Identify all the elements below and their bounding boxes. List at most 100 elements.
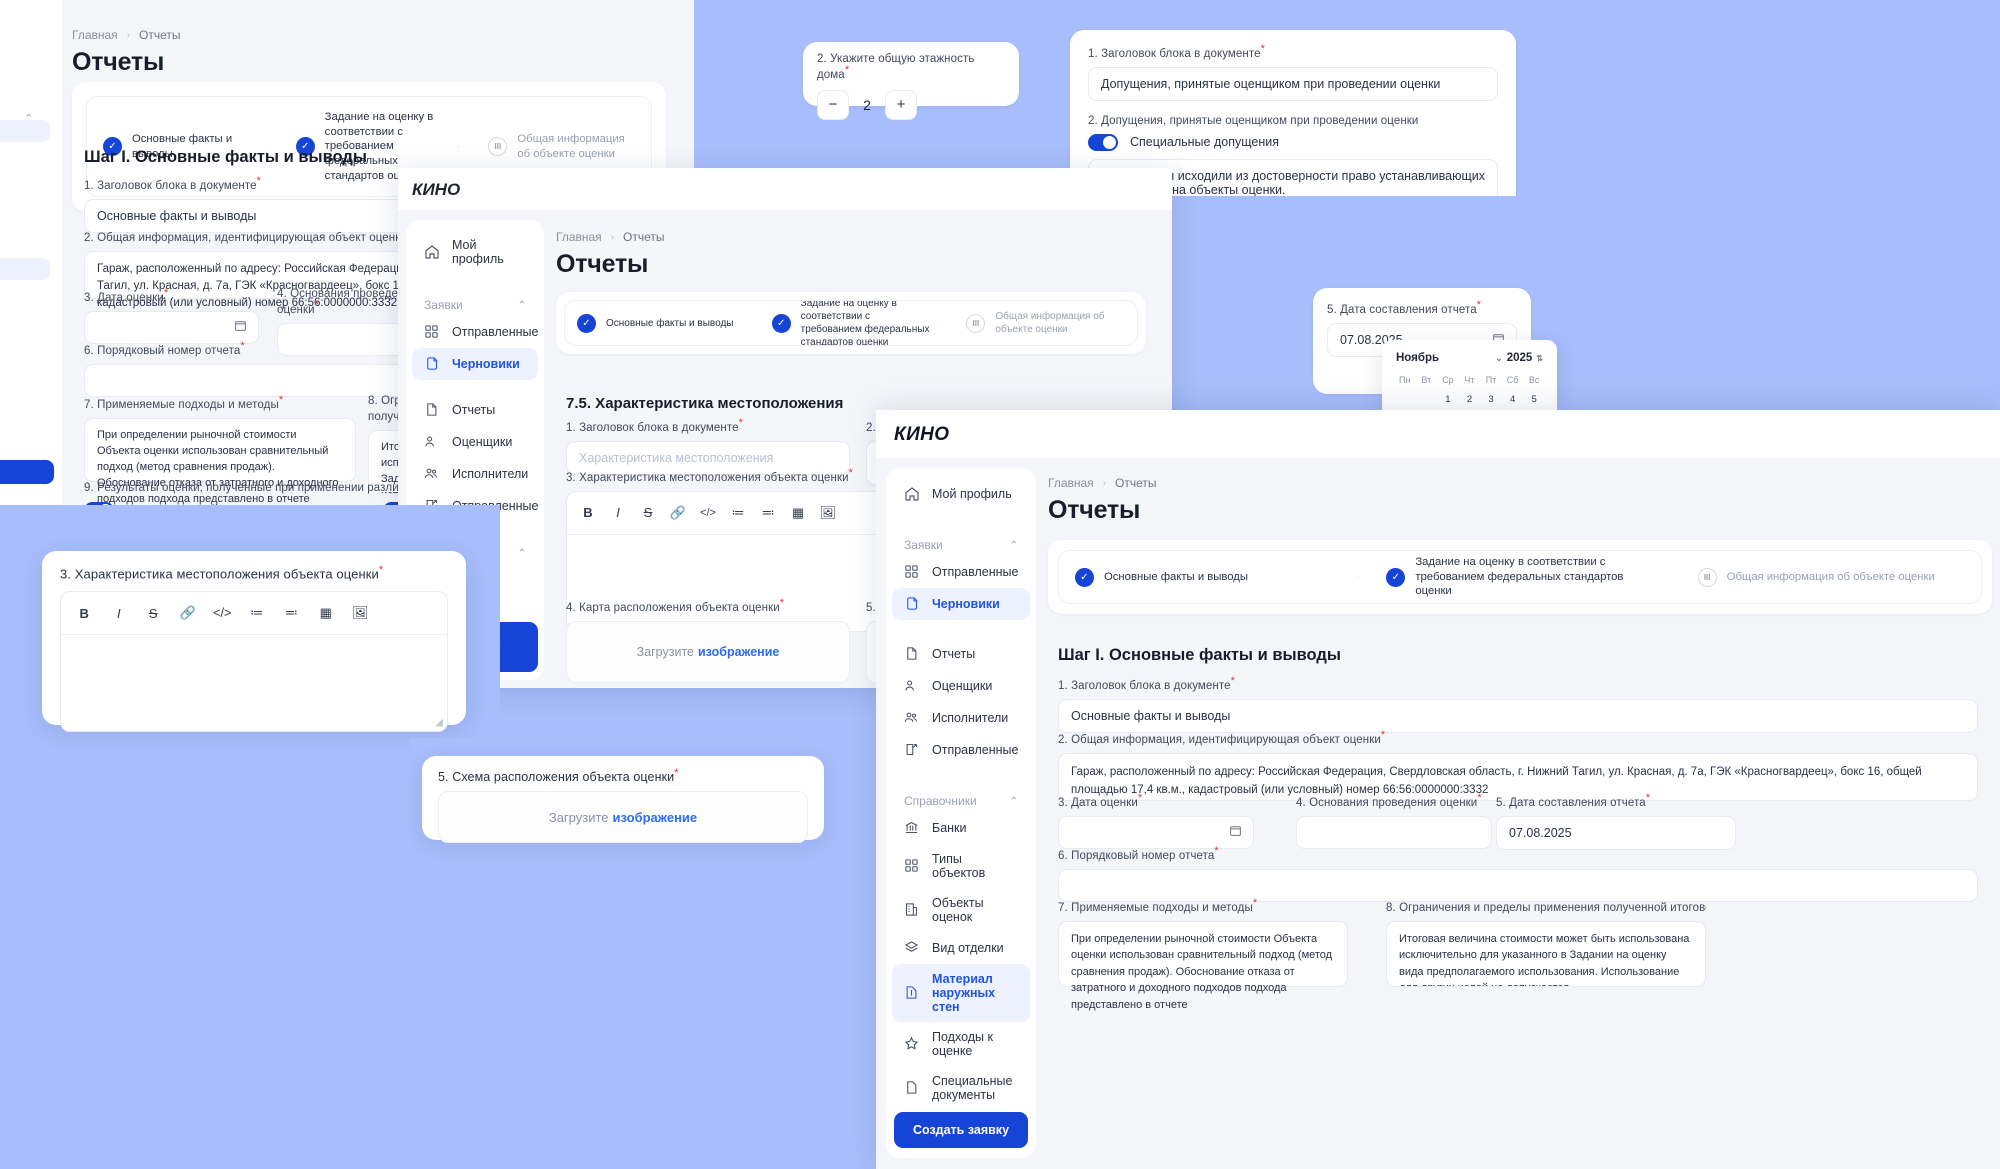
sidebar-item-profile[interactable]: Мой профиль — [412, 230, 538, 274]
breadcrumb-home[interactable]: Главная — [556, 230, 602, 244]
sidebar-item-valuation-objects[interactable]: Объекты оценок — [892, 888, 1030, 932]
title-block-input[interactable]: Основные факты и выводы — [1058, 698, 1978, 733]
valuation-date-input[interactable] — [84, 310, 259, 344]
table-icon[interactable]: ▦ — [319, 605, 332, 621]
chevron-up-icon[interactable]: ⌃ — [1009, 795, 1018, 807]
sidebar-item-drafts[interactable]: Черновики — [412, 348, 538, 380]
breadcrumb-home[interactable]: Главная — [1048, 476, 1094, 490]
sidebar-item-profile[interactable]: Мой профиль — [892, 478, 1030, 510]
link-icon[interactable]: 🔗 — [179, 605, 196, 621]
sidebar-item-sent[interactable]: Отправленные — [412, 316, 538, 348]
italic-icon[interactable]: I — [116, 605, 121, 621]
bold-icon[interactable]: B — [79, 605, 89, 621]
sidebar-item-banks[interactable]: Банки — [892, 812, 1030, 844]
breadcrumb-home[interactable]: Главная — [72, 28, 118, 42]
block-title-input[interactable]: Характеристика местоположения — [566, 440, 850, 475]
chevron-up-icon[interactable]: ⌃ — [517, 299, 526, 311]
valuation-basis-input[interactable] — [1296, 815, 1492, 849]
upload-link[interactable]: изображение — [612, 809, 698, 825]
calendar-day[interactable]: 3 — [1488, 393, 1494, 405]
sidebar-item-object-types[interactable]: Типы объектов — [892, 844, 1030, 888]
sidebar-item-reports[interactable]: Отчеты — [412, 394, 538, 426]
strikethrough-icon[interactable]: S — [148, 605, 158, 621]
italic-icon[interactable]: I — [616, 505, 620, 521]
map-upload-dropzone[interactable]: Загрузите изображение — [566, 620, 850, 683]
sidebar-item-sent[interactable]: Отправленные — [892, 556, 1030, 588]
stepper-item-3[interactable]: III Общая информация об объекте оценки — [1670, 551, 1981, 603]
increment-button[interactable]: + — [885, 89, 917, 120]
bullet-list-icon[interactable]: ≔ — [731, 504, 745, 520]
stepper-item-1[interactable]: ✓ Основные факты и выводы — [565, 301, 748, 345]
image-icon[interactable]: 🖼 — [819, 504, 837, 520]
stepper-item-2[interactable]: ✓ Задание на оценку в соответствии с тре… — [1358, 551, 1669, 603]
sidebar-item-appraisers[interactable]: Оценщики — [412, 426, 538, 458]
updown-icon[interactable]: ⇅ — [1536, 353, 1543, 363]
chevron-up-icon[interactable]: ⌃ — [1009, 539, 1018, 551]
sidebar-group-requests[interactable]: Заявки ⌃ — [904, 538, 1018, 552]
calendar-weekday: Пт — [1485, 375, 1497, 385]
bullet-list-icon[interactable]: ≔ — [250, 605, 264, 621]
sidebar-item-reports[interactable]: Отчеты — [892, 638, 1030, 670]
limitations-input[interactable]: Итоговая величина стоимости может быть и… — [1386, 920, 1706, 987]
sidebar-item-sent-docs[interactable]: Отправленные — [892, 734, 1030, 766]
approaches-methods-input[interactable]: При определении рыночной стоимости Объек… — [84, 417, 356, 505]
calendar-cell[interactable]: 5 — [1523, 388, 1545, 410]
create-request-button[interactable]: Создать заявку — [894, 1112, 1028, 1148]
sidebar-group-catalogs[interactable]: Справочники ⌃ — [904, 794, 1018, 808]
calendar-day[interactable]: 4 — [1509, 393, 1516, 405]
table-icon[interactable]: ▦ — [791, 504, 805, 520]
decrement-button[interactable]: − — [817, 89, 849, 120]
stepper-item-3[interactable]: III Общая информация об объекте оценки — [458, 97, 651, 196]
sidebar-item-approaches[interactable]: Подходы к оценке — [892, 1022, 1030, 1066]
code-icon[interactable]: </> — [213, 606, 232, 621]
sidebar-item-executors[interactable]: Исполнители — [892, 702, 1030, 734]
sidebar-item-appraisers[interactable]: Оценщики — [892, 670, 1030, 702]
calendar-icon[interactable] — [1229, 824, 1242, 840]
calendar-month[interactable]: Ноябрь — [1396, 352, 1440, 364]
chevron-up-icon[interactable]: ⌃ — [517, 547, 526, 559]
numbered-list-icon[interactable]: ≕ — [284, 605, 298, 621]
toggle-special-assumptions[interactable]: Специальные допущения — [1088, 133, 1498, 151]
image-icon[interactable]: 🖼 — [351, 605, 369, 621]
link-icon[interactable]: 🔗 — [669, 504, 687, 520]
chevron-up-icon[interactable]: ⌃ — [24, 113, 34, 125]
strikethrough-icon[interactable]: S — [643, 505, 653, 521]
stepper-item-1[interactable]: ✓ Основные факты и выводы — [87, 97, 266, 196]
calendar-icon[interactable] — [234, 319, 247, 335]
calendar-year[interactable]: 2025 — [1506, 352, 1533, 364]
sidebar-item-wall-material[interactable]: Материал наружных стен — [892, 964, 1030, 1022]
resize-handle-icon[interactable]: ◢ — [435, 717, 443, 729]
sidebar-item-drafts[interactable]: Черновики — [892, 588, 1030, 620]
sidebar-group-requests[interactable]: Заявки ⌃ — [424, 298, 526, 312]
approaches-methods-input[interactable]: При определении рыночной стоимости Объек… — [1058, 920, 1348, 1011]
code-icon[interactable]: </> — [700, 506, 716, 519]
calendar-cell[interactable]: 4 — [1502, 388, 1524, 410]
numbered-list-icon[interactable]: ≕ — [761, 504, 775, 520]
sidebar-item-finish-type[interactable]: Вид отделки — [892, 932, 1030, 964]
rich-text-editor[interactable]: B I S 🔗 </> ≔ ≕ ▦ 🖼 ◢ — [60, 591, 448, 733]
users-icon — [904, 678, 920, 694]
create-request-button-partial[interactable] — [0, 460, 54, 484]
general-info-input[interactable]: Гараж, расположенный по адресу: Российск… — [1058, 752, 1978, 801]
sidebar-item-executors[interactable]: Исполнители — [412, 458, 538, 490]
editor-body[interactable]: ◢ — [61, 635, 447, 731]
upload-link[interactable]: изображение — [698, 644, 780, 659]
stepper-item-2[interactable]: ✓ Задание на оценку в соответствии с тре… — [748, 301, 943, 345]
chevron-down-icon[interactable]: ⌄ — [1495, 352, 1503, 363]
assumptions-title-input[interactable]: Допущения, принятые оценщиком при провед… — [1088, 66, 1498, 101]
calendar-day[interactable]: 5 — [1531, 393, 1537, 405]
sidebar-item-special-docs[interactable]: Специальные документы — [892, 1066, 1030, 1110]
stepper-item-3[interactable]: III Общая информация об объекте оценки — [942, 301, 1137, 345]
valuation-date-input[interactable] — [1058, 815, 1254, 849]
toggle-switch[interactable] — [1088, 133, 1118, 151]
stepper-item-1[interactable]: ✓ Основные факты и выводы — [1059, 551, 1358, 603]
calendar-cell[interactable]: 1 — [1437, 388, 1459, 410]
calendar-day[interactable]: 1 — [1445, 393, 1451, 405]
report-date-input[interactable]: 07.08.2025 — [1496, 815, 1736, 850]
report-number-input[interactable] — [1058, 868, 1978, 902]
bold-icon[interactable]: B — [583, 505, 593, 521]
calendar-cell[interactable]: 2 — [1459, 388, 1481, 410]
calendar-cell[interactable]: 3 — [1480, 388, 1502, 410]
calendar-day[interactable]: 2 — [1466, 393, 1473, 405]
